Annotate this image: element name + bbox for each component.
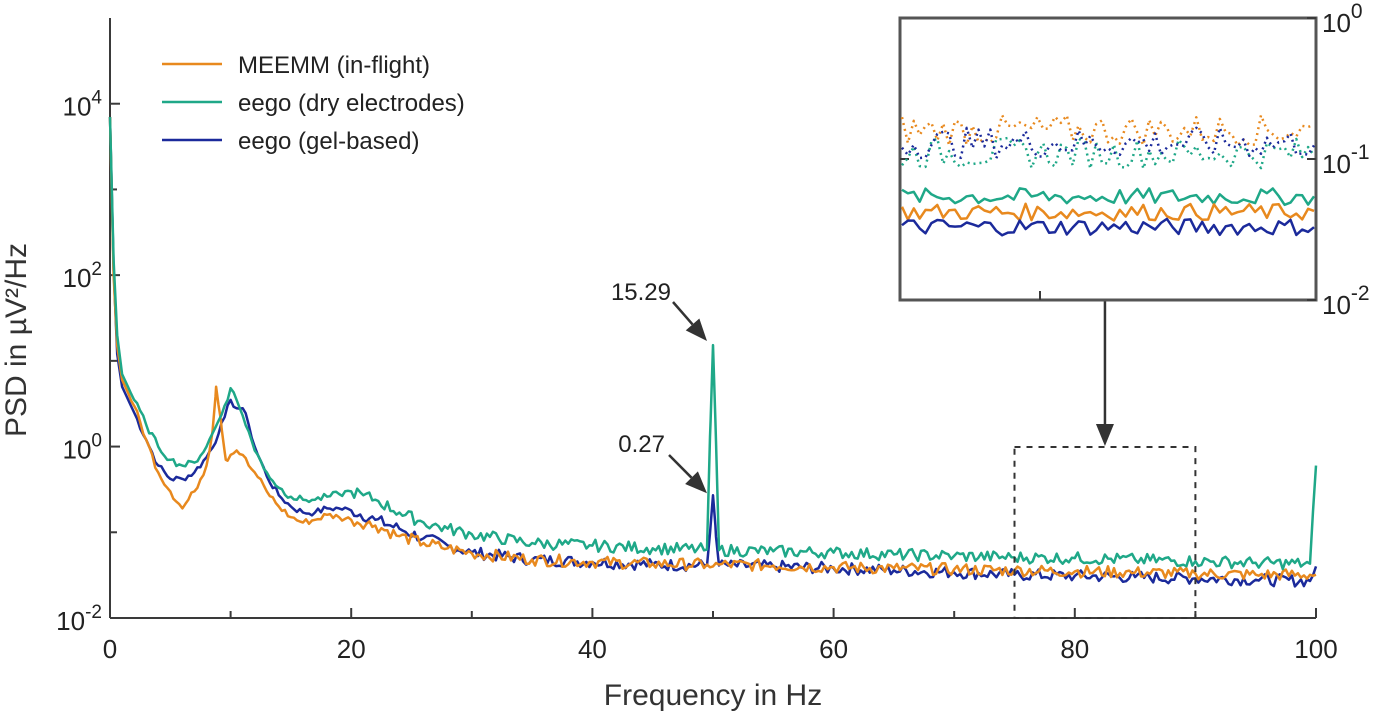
- x-ticks: 0 20 40 60 80 100: [103, 608, 1338, 664]
- series-lines: [108, 116, 1318, 588]
- x-tick-label: 80: [1060, 634, 1089, 664]
- series-line: [108, 116, 1318, 588]
- inset-series-line: [901, 217, 1315, 237]
- series-line: [108, 116, 1318, 571]
- inset-y-tick-label: 10-2: [1322, 282, 1370, 320]
- x-tick-label: 0: [103, 634, 117, 664]
- zoom-region-box: [1013, 446, 1197, 619]
- annotation-arrow-gel: [668, 454, 707, 494]
- x-axis-label: Frequency in Hz: [604, 679, 822, 712]
- arrow-head: [1095, 424, 1114, 446]
- inset-frame: [898, 16, 1318, 302]
- y-tick-label: 104: [63, 88, 103, 122]
- legend-entry-label: eego (gel-based): [238, 128, 419, 155]
- annotation-arrow-dry: [672, 301, 707, 342]
- y-axis-label: PSD in µV²/Hz: [0, 243, 33, 437]
- annotation-peak-dry: 15.29: [611, 279, 671, 306]
- y-tick-label: 102: [63, 259, 103, 293]
- inset-series-line: [901, 126, 1316, 160]
- arrow-head: [685, 318, 707, 342]
- inset-series-line: [900, 113, 1315, 147]
- inset-arrow: [1095, 300, 1114, 446]
- series-line: [108, 116, 1317, 581]
- legend-entry-label: MEEMM (in-flight): [238, 52, 430, 79]
- arrow-shaft: [668, 454, 693, 479]
- inset-plot: 100 10-1 10-2: [898, 0, 1370, 320]
- inset-y-tick-label: 10-1: [1322, 141, 1370, 179]
- x-tick-label: 40: [578, 634, 607, 664]
- y-ticks: 10-2 100 102 104: [56, 88, 120, 636]
- legend: MEEMM (in-flight) eego (dry electrodes) ee…: [162, 52, 465, 155]
- arrow-head: [685, 471, 707, 494]
- inset-series-line: [901, 187, 1316, 207]
- inset-y-tick-label: 100: [1322, 0, 1363, 38]
- inset-series-line: [900, 202, 1315, 222]
- annotation-peak-gel: 0.27: [618, 431, 665, 458]
- x-tick-label: 20: [337, 634, 366, 664]
- y-tick-label: 10-2: [56, 602, 102, 636]
- arrow-shaft: [672, 301, 694, 326]
- main-axes: 0 20 40 60 80 100 10-2 100 102 104: [56, 18, 1338, 664]
- inset-series-line: [901, 136, 1316, 170]
- x-tick-label: 60: [819, 634, 848, 664]
- peak-annotations: 15.29 0.27: [611, 279, 1114, 494]
- y-tick-label: 100: [63, 431, 103, 465]
- legend-entry-label: eego (dry electrodes): [238, 90, 465, 117]
- x-tick-label: 100: [1294, 634, 1337, 664]
